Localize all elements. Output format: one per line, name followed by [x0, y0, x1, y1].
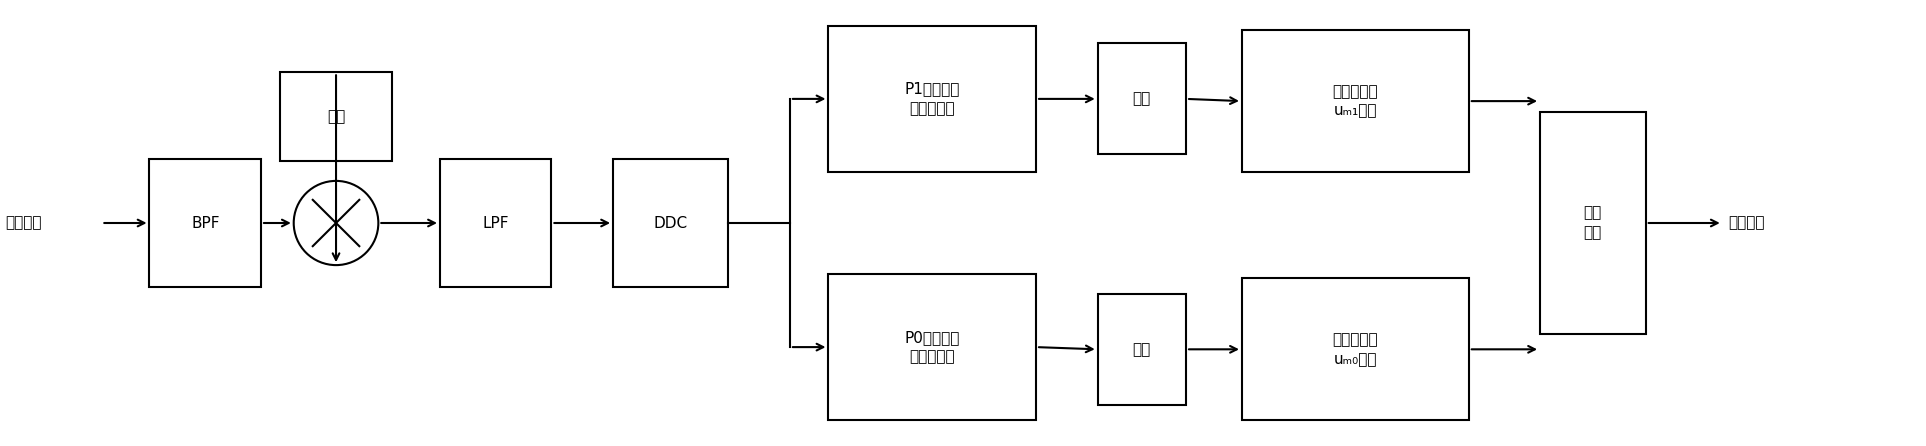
Text: DDC: DDC: [653, 215, 688, 231]
Text: 本振: 本振: [327, 109, 345, 124]
Text: 比大
判决: 比大 判决: [1583, 206, 1602, 240]
Bar: [1541, 112, 1645, 334]
Bar: [828, 274, 1036, 420]
Bar: [1098, 294, 1186, 405]
Text: P0阶分数阶
傅立叶变换: P0阶分数阶 傅立叶变换: [905, 330, 959, 364]
Bar: [150, 159, 262, 287]
Text: 中频信号: 中频信号: [6, 215, 42, 231]
Bar: [1242, 30, 1470, 172]
Bar: [1242, 278, 1470, 420]
Text: 求模: 求模: [1132, 342, 1152, 357]
Text: 求模: 求模: [1132, 91, 1152, 107]
Bar: [439, 159, 551, 287]
Text: 计算峰値点
uₘ₁采样: 计算峰値点 uₘ₁采样: [1333, 84, 1379, 119]
Bar: [612, 159, 728, 287]
Bar: [281, 72, 391, 161]
Text: 判决输出: 判决输出: [1728, 215, 1764, 231]
Bar: [1098, 44, 1186, 154]
Bar: [828, 26, 1036, 172]
Text: LPF: LPF: [482, 215, 508, 231]
Text: P1阶分数阶
傅立叶变换: P1阶分数阶 傅立叶变换: [905, 82, 959, 116]
Text: 计算峰値点
uₘ₀采样: 计算峰値点 uₘ₀采样: [1333, 332, 1379, 367]
Text: BPF: BPF: [191, 215, 220, 231]
